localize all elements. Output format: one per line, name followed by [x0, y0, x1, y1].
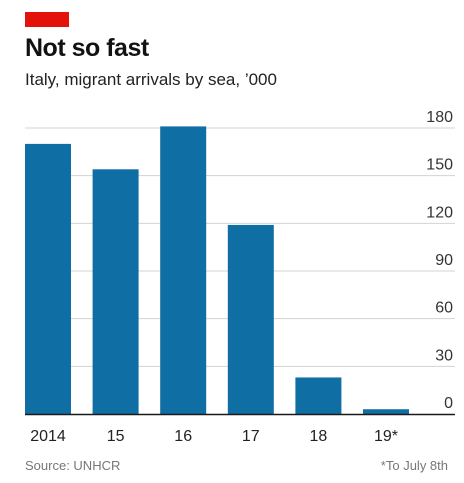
y-tick-label: 0 — [444, 395, 453, 412]
chart-subtitle: Italy, migrant arrivals by sea, ’000 — [25, 70, 277, 89]
y-tick-label: 30 — [435, 347, 453, 364]
x-tick-label: 16 — [174, 428, 192, 445]
y-tick-label: 90 — [435, 252, 453, 269]
y-tick-label: 180 — [426, 109, 453, 126]
bar — [363, 409, 409, 414]
bar — [227, 224, 274, 414]
chart-title: Not so fast — [25, 34, 149, 62]
x-tick-label: 19* — [374, 428, 398, 445]
bar — [295, 377, 342, 414]
x-tick-label: 17 — [242, 428, 260, 445]
source-note: Source: UNHCR — [25, 458, 121, 473]
bar — [92, 169, 139, 414]
x-tick-label: 18 — [310, 428, 328, 445]
y-tick-label: 150 — [426, 157, 453, 174]
brand-tag — [25, 12, 69, 27]
footnote: *To July 8th — [380, 458, 448, 473]
bar — [25, 143, 71, 414]
x-tick-label: 2014 — [30, 428, 66, 445]
bar — [160, 126, 207, 415]
x-tick-label: 15 — [107, 428, 125, 445]
y-tick-label: 60 — [435, 300, 453, 317]
y-tick-label: 120 — [426, 204, 453, 221]
